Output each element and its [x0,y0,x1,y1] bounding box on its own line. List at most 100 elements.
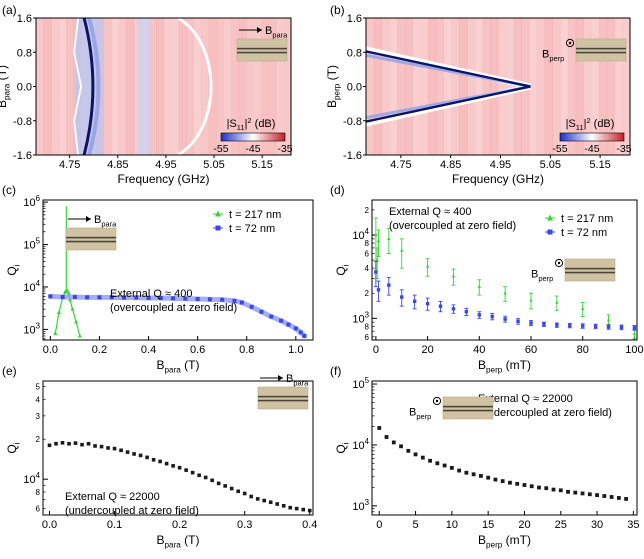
data-point [616,496,621,500]
data-point [97,295,102,300]
x-tick-label: 100 [625,344,643,356]
y-minor-tick-label: 2 [36,435,41,444]
data-point [262,498,267,503]
data-point [503,291,507,295]
y-minor-tick-label: 8 [365,239,370,248]
data-point [302,333,307,338]
panel-label-d: (d) [330,183,345,197]
x-tick-label: 5.15 [589,159,610,171]
data-point [632,331,637,336]
data-point [293,326,298,331]
legend: t = 217 nm t = 72 nm [545,213,613,239]
data-point [593,324,598,329]
data-point [279,318,284,323]
data-point [451,307,456,311]
legend-entry: t = 72 nm [561,227,607,239]
heatmap-stripe [544,18,553,155]
film-layer [443,405,493,408]
x-tick-label: 0.6 [190,344,205,356]
y-tick-label: 105 [23,237,40,252]
y-minor-tick-label: 5 [36,382,41,391]
x-tick-label: 0.4 [302,519,317,531]
data-point [269,314,274,319]
heatmap-stripe [552,18,561,155]
film-layer [258,395,308,398]
data-point [232,298,237,303]
data-point [210,478,214,483]
heatmap-stripe [171,18,179,155]
y-tick-label: 104 [23,279,40,294]
data-point [542,322,546,326]
x-tick-label: 0 [373,344,379,356]
data-point [298,330,303,335]
panel-e-plot: 0.0 0.1 0.2 0.3 0.4 104 6 8 2 3 4 5 Bpara (T) Qi Exter… [5,373,317,550]
heatmap-stripe [560,18,569,155]
data-point [184,468,188,472]
data-point [60,441,65,445]
data-point [619,325,624,330]
x-axis-label: Frequency (GHz) [452,172,544,186]
legend-marker [215,210,221,217]
film-layer [258,399,308,402]
y-tick-label: 103 [352,310,369,325]
heatmap-stripe [420,18,429,155]
x-tick-label: 0 [376,519,382,531]
x-tick-label: 1.0 [288,344,303,356]
data-point [490,314,494,319]
x-tick-label: 25 [555,519,567,531]
data-point [464,470,469,475]
data-point [77,333,82,338]
heatmap-stripe [389,18,398,155]
panel-label-e: (e) [2,364,17,378]
heatmap-stripe [43,18,52,155]
x-tick-label: 4.85 [440,159,461,171]
heatmap-stripe [474,18,483,155]
y-tick-label: -0.8 [13,116,32,128]
data-point [438,304,443,308]
data-point [151,457,156,462]
annotation-line-2: (overcoupled at zero field) [110,302,237,314]
film-layer [66,236,116,239]
heatmap-stripe [366,18,375,155]
data-point [551,487,556,492]
heatmap-stripe [276,18,284,155]
substrate-block [65,227,117,251]
y-minor-tick-label: 8 [365,322,370,331]
legend: t = 217 nm t = 72 nm [213,209,281,235]
x-axis-label: Bpara (T) [157,358,200,375]
data-point [428,458,432,463]
heatmap-stripe [404,18,414,155]
heatmap-stripe [268,18,277,155]
data-point [451,274,456,278]
annotation-line-2: (undercoupled at zero field) [65,505,199,517]
data-point [288,505,293,510]
plot-frame [371,199,638,341]
x-tick-label: 20 [421,344,433,356]
film-layer [576,51,626,54]
data-point [425,264,430,268]
field-arrowhead [278,375,283,381]
y-tick-label: 0.8 [347,47,362,59]
data-point [183,296,188,301]
heatmap-stripe [193,18,202,155]
data-point [464,310,469,314]
data-point [229,486,234,491]
heatmap-stripe [536,18,546,155]
heatmap-stripe [103,18,112,155]
data-point [60,295,65,300]
heatmap-stripe [397,18,406,155]
heatmap-stripe [529,18,538,155]
heatmap-stripe [443,18,452,155]
data-point [203,475,208,480]
x-tick-label: 0.4 [141,344,156,356]
heatmap-stripe [216,18,224,155]
data-point [555,323,559,327]
data-point [216,481,221,486]
colorbar [559,132,625,142]
legend-marker [547,214,553,221]
data-point [53,331,58,336]
data-point [134,295,139,300]
